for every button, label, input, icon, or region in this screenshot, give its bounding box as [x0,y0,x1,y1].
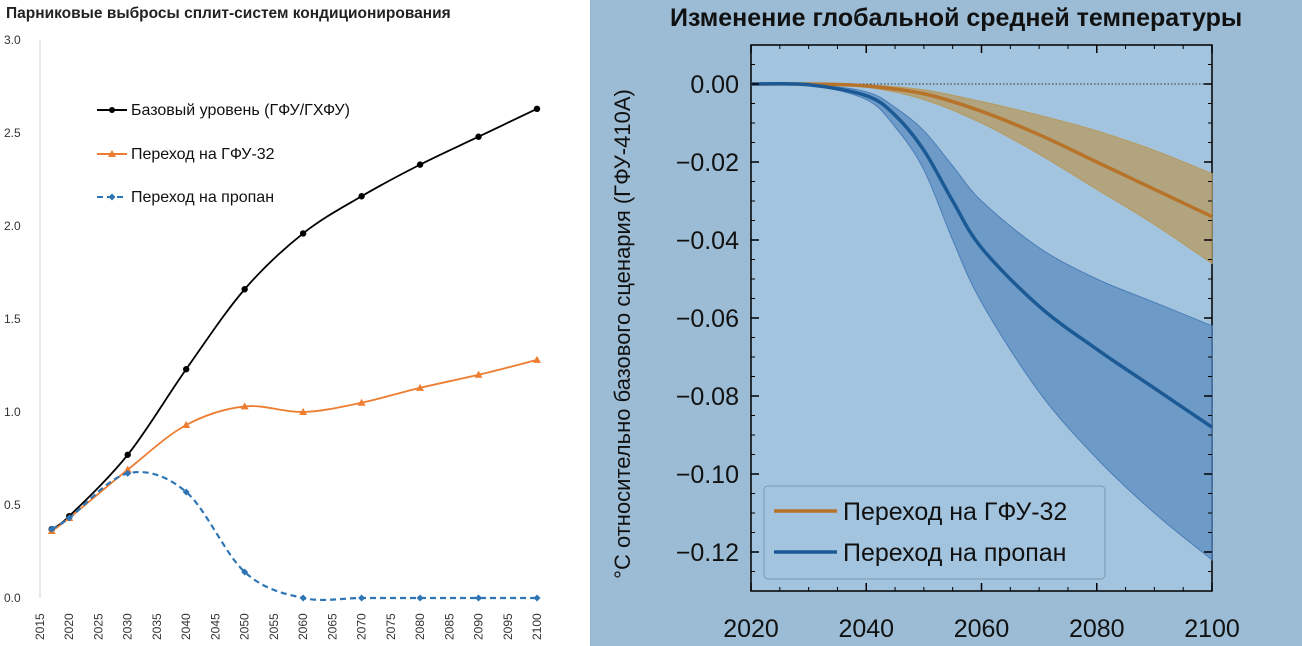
x-tick-label: 2095 [501,613,515,640]
x-tick-label: 2080 [413,613,427,640]
x-tick-label: 2060 [296,613,310,640]
y-tick-label: −0.12 [676,539,739,567]
y-tick-label: 0.00 [690,71,739,99]
legend-label-2: Переход на пропан [843,539,1067,567]
y-tick-label: 1.5 [4,312,21,326]
data-point-marker [241,568,249,576]
data-point-marker [182,366,190,373]
x-tick-label: 2045 [208,613,222,640]
data-point-marker [474,370,483,378]
data-point-marker [475,133,482,140]
y-tick-label: −0.04 [676,227,739,255]
uncertainty-band-2 [750,83,1213,561]
y-tick-label: 3.0 [4,33,21,47]
left-chart-panel: Парниковые выбросы сплит-систем кондицио… [0,0,590,646]
data-point-marker [241,286,248,293]
series-line-2 [51,359,538,532]
legend-marker [108,150,116,157]
x-tick-label: 2030 [121,613,135,640]
series-line-2 [750,81,1213,429]
x-tick-label: 2070 [355,613,369,640]
legend-label-3: Переход на пропан [131,189,274,206]
legend-label-1: Переход на ГФУ-32 [843,498,1067,526]
data-point-marker [416,383,425,391]
y-tick-label: 0.5 [4,498,21,512]
chart-title: Изменение глобальной средней температуры [670,4,1242,32]
data-point-marker [240,402,249,410]
data-point-marker [357,398,366,406]
x-tick-label: 2050 [238,613,252,640]
x-tick-label: 2040 [838,615,894,643]
series-line-1 [51,108,538,530]
x-tick-label: 2020 [723,615,779,643]
y-tick-label: 1.0 [4,405,21,419]
x-tick-label: 2065 [325,613,339,640]
data-point-marker [358,193,365,200]
temperature-chart: Изменение глобальной средней температуры… [610,4,1242,643]
y-tick-label: −0.08 [676,383,739,411]
data-point-marker [182,488,190,496]
legend-label-1: Базовый уровень (ГФУ/ГХФУ) [131,102,350,119]
legend-label-2: Переход на ГФУ-32 [131,146,275,163]
y-tick-label: −0.06 [676,305,739,333]
data-point-marker [533,355,541,363]
data-point-marker [416,594,424,602]
y-tick-label: 0.0 [4,591,21,605]
x-tick-label: 2055 [267,613,281,640]
y-tick-label: −0.10 [676,461,739,489]
x-tick-label: 2085 [442,613,456,640]
data-point-marker [182,421,191,429]
data-point-marker [124,469,132,477]
emissions-chart: Парниковые выбросы сплит-систем кондицио… [4,5,544,640]
y-tick-label: 2.0 [4,219,21,233]
data-point-marker [299,408,308,415]
data-point-marker [299,230,307,237]
right-chart-panel: Изменение глобальной средней температуры… [590,0,1302,646]
x-tick-label: 2035 [150,613,164,640]
legend-marker [108,193,116,201]
x-tick-label: 2100 [1184,615,1240,643]
data-point-marker [299,594,307,602]
legend-marker [109,107,115,113]
data-point-marker [416,161,424,168]
x-tick-label: 2015 [33,613,47,640]
data-point-marker [48,525,56,533]
y-tick-label: −0.02 [676,149,739,177]
chart-title: Парниковые выбросы сплит-систем кондицио… [6,5,451,22]
legend-box [763,485,1106,580]
data-point-marker [533,105,541,113]
data-point-marker [533,594,541,602]
y-axis-label: °C относительно базового сценария (ГФУ-4… [610,89,635,579]
data-point-marker [123,465,132,473]
data-point-marker [475,594,483,602]
x-tick-label: 2080 [1069,615,1125,643]
y-tick-label: 2.5 [4,126,21,140]
x-tick-label: 2060 [954,615,1010,643]
x-tick-label: 2100 [530,613,544,640]
x-tick-label: 2090 [472,613,486,640]
x-tick-label: 2025 [91,613,105,640]
x-tick-label: 2040 [179,613,193,640]
x-tick-label: 2020 [62,613,76,640]
data-point-marker [358,594,366,602]
data-point-marker [124,451,131,458]
data-point-marker [65,514,73,522]
x-tick-label: 2075 [384,613,398,640]
series-line-3 [51,470,537,602]
series-line-1 [750,82,1213,219]
